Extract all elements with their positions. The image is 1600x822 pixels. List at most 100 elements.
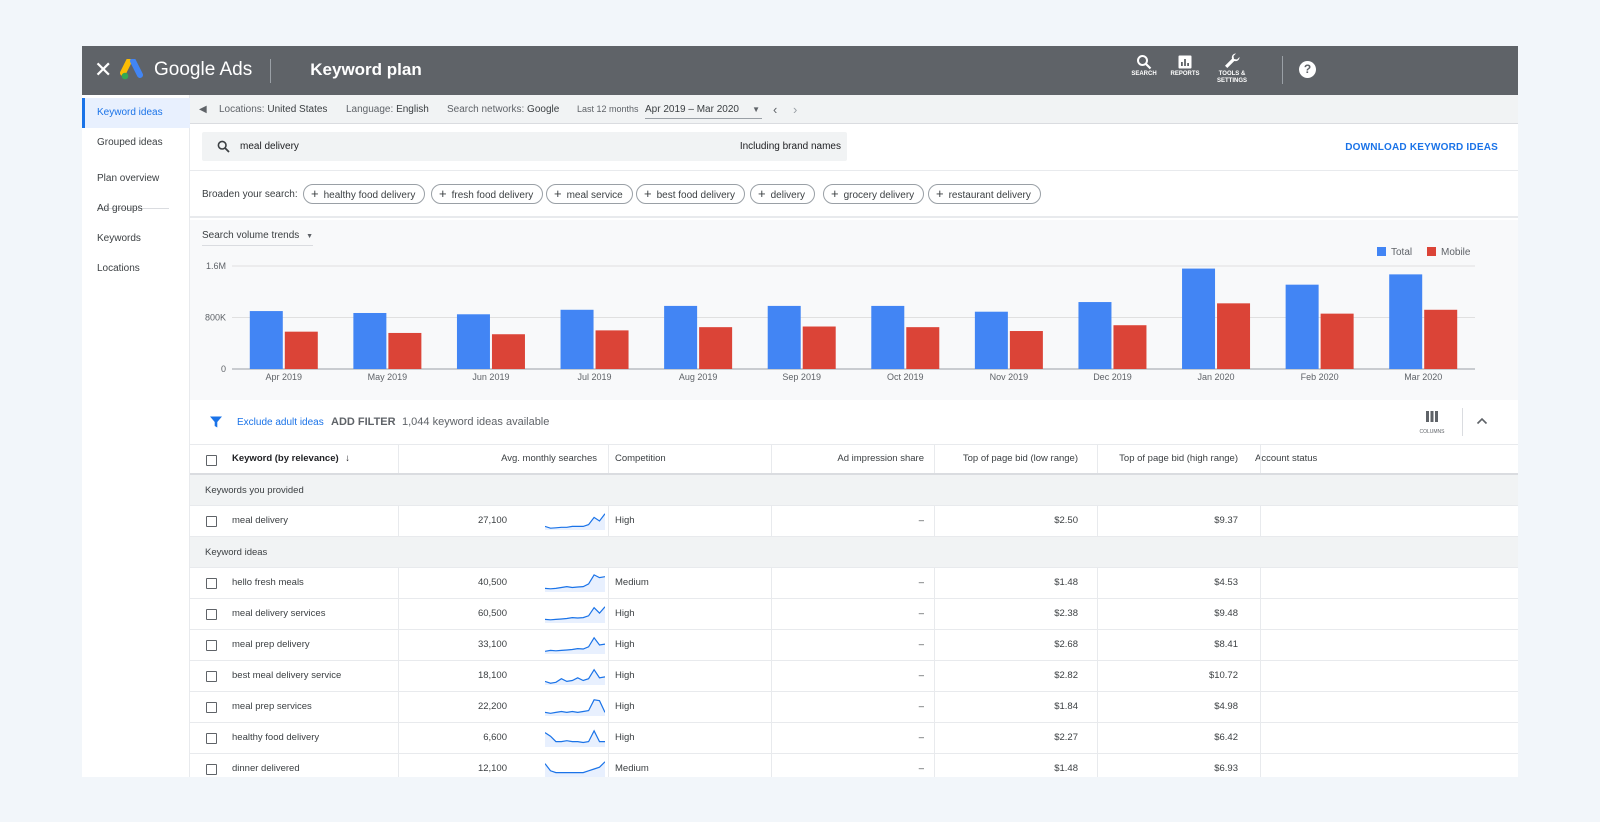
select-all-checkbox[interactable]	[206, 455, 217, 466]
row-checkbox[interactable]	[206, 516, 217, 527]
account-status-cell	[1255, 692, 1405, 722]
row-checkbox[interactable]	[206, 733, 217, 744]
sidebar-item-keywords[interactable]: Keywords	[97, 233, 141, 244]
table-toolbar: Exclude adult ideas ADD FILTER 1,044 key…	[190, 400, 1518, 445]
keyword-cell: meal prep delivery	[232, 639, 310, 650]
previous-period-icon[interactable]: ‹	[773, 102, 778, 117]
broaden-chip[interactable]: + grocery delivery	[823, 184, 925, 204]
bar-total	[249, 311, 283, 369]
column-divider	[1260, 445, 1261, 473]
tools-settings-button[interactable]: TOOLS & SETTINGS	[1208, 52, 1256, 85]
brand-names-option[interactable]: Including brand names	[739, 141, 841, 152]
impression-share-cell: –	[918, 732, 924, 743]
bar-total	[1285, 284, 1319, 369]
row-checkbox[interactable]	[206, 609, 217, 620]
collapse-sidebar-icon[interactable]: ◀	[199, 104, 207, 115]
chart-metric-select[interactable]: Search volume trends ▼	[202, 230, 313, 246]
bar-mobile	[595, 330, 629, 369]
row-checkbox[interactable]	[206, 640, 217, 651]
bid-low-cell: $2.68	[1054, 639, 1078, 650]
sidebar-item-keyword-ideas[interactable]: Keyword ideas	[82, 98, 190, 128]
broaden-search-row: Broaden your search: + healthy food deliv…	[190, 171, 1518, 218]
idea-rows: hello fresh meals 40,500 Medium – $1.48 $4.53…	[190, 568, 1518, 777]
download-keyword-ideas-button[interactable]: DOWNLOAD KEYWORD IDEAS	[1345, 142, 1498, 153]
account-status-column-header[interactable]: Account status	[1255, 453, 1318, 464]
plan-filter-bar: ◀ Locations: United States Language: Eng…	[190, 95, 1518, 124]
bid-high-cell: $9.48	[1214, 608, 1238, 619]
sparkline-area	[545, 606, 605, 623]
broaden-chip[interactable]: + delivery	[750, 184, 816, 204]
column-divider	[608, 506, 609, 536]
table-row[interactable]: meal prep delivery 33,100 High – $2.68 $8.41	[190, 630, 1518, 661]
legend-swatch	[1427, 247, 1436, 256]
column-divider	[608, 692, 609, 722]
add-filter-button[interactable]: ADD FILTER	[331, 416, 396, 428]
columns-button[interactable]: COLUMNS	[1416, 409, 1448, 435]
collapse-chevron-icon[interactable]	[1476, 416, 1488, 426]
networks-filter[interactable]: Search networks: Google	[447, 95, 559, 124]
reports-tool-button[interactable]: REPORTS	[1161, 54, 1209, 78]
table-row[interactable]: dinner delivered 12,100 Medium – $1.48 $6.93	[190, 754, 1518, 777]
impression-share-column-header[interactable]: Ad impression share	[837, 453, 924, 464]
broaden-chip[interactable]: + restaurant delivery	[928, 184, 1041, 204]
reports-tool-label: REPORTS	[1170, 71, 1200, 77]
bar-mobile	[1320, 313, 1354, 369]
row-checkbox[interactable]	[206, 578, 217, 589]
column-divider	[1260, 661, 1261, 691]
sidebar-item-grouped-ideas[interactable]: Grouped ideas	[97, 137, 163, 148]
bid-low-column-header[interactable]: Top of page bid (low range)	[962, 453, 1078, 464]
row-checkbox[interactable]	[206, 671, 217, 682]
table-row[interactable]: best meal delivery service 18,100 High – $2.…	[190, 661, 1518, 692]
table-row[interactable]: hello fresh meals 40,500 Medium – $1.48 $4.53	[190, 568, 1518, 599]
sparkline-area	[545, 761, 605, 777]
search-volume-chart: Search volume trends ▼ 0 800K 1.6M Apr 2019…	[190, 220, 1518, 400]
sidebar-item-ad-groups[interactable]: Ad groups	[97, 203, 143, 214]
account-status-cell	[1255, 723, 1405, 753]
competition-column-header[interactable]: Competition	[615, 453, 666, 464]
bid-low-cell: $1.48	[1054, 577, 1078, 588]
avg-searches-column-header[interactable]: Avg. monthly searches	[501, 453, 597, 464]
chart-metric-label: Search volume trends	[202, 230, 300, 241]
search-tool-button[interactable]: SEARCH	[1120, 54, 1168, 78]
avg-searches-cell: 27,100	[477, 515, 507, 526]
bar-total	[353, 312, 387, 369]
bid-high-cell: $6.93	[1214, 763, 1238, 774]
sidebar-item-locations[interactable]: Locations	[97, 263, 140, 274]
close-icon[interactable]: ✕	[94, 57, 113, 82]
plus-icon: +	[758, 186, 766, 201]
row-checkbox[interactable]	[206, 702, 217, 713]
table-row[interactable]: meal delivery 27,100 High – $2.50 $9.37	[190, 506, 1518, 537]
bid-low-cell: $2.38	[1054, 608, 1078, 619]
impression-share-cell: –	[918, 763, 924, 774]
provided-rows: meal delivery 27,100 High – $2.50 $9.37	[190, 506, 1518, 537]
table-row[interactable]: meal prep services 22,200 High – $1.84 $4.98	[190, 692, 1518, 723]
column-divider	[771, 661, 772, 691]
column-divider	[1097, 445, 1098, 473]
broaden-label: Broaden your search:	[202, 189, 298, 200]
sidebar-item-plan-overview[interactable]: Plan overview	[97, 173, 160, 184]
table-row[interactable]: healthy food delivery 6,600 High – $2.27 $6.4…	[190, 723, 1518, 754]
x-tick-label: Feb 2020	[1301, 372, 1339, 382]
keyword-column-header[interactable]: Keyword (by relevance) ↓	[232, 445, 398, 473]
row-checkbox[interactable]	[206, 764, 217, 775]
filter-icon[interactable]	[209, 415, 223, 429]
bid-high-column-header[interactable]: Top of page bid (high range)	[1119, 453, 1238, 464]
sparkline-svg	[545, 636, 605, 654]
help-icon[interactable]: ?	[1299, 61, 1316, 78]
language-filter[interactable]: Language: English	[346, 95, 429, 124]
column-divider	[398, 630, 399, 660]
sidebar: Keyword ideas Grouped ideas Plan overvie…	[82, 95, 190, 777]
broaden-chip[interactable]: + fresh food delivery	[431, 184, 544, 204]
exclude-adult-ideas-link[interactable]: Exclude adult ideas	[237, 417, 324, 428]
next-period-icon[interactable]: ›	[793, 102, 798, 117]
table-row[interactable]: meal delivery services 60,500 High – $2.38 $9…	[190, 599, 1518, 630]
broaden-chip[interactable]: + best food delivery	[636, 184, 745, 204]
broaden-chip[interactable]: + healthy food delivery	[303, 184, 426, 204]
column-divider	[608, 630, 609, 660]
date-range-select[interactable]: Apr 2019 – Mar 2020 ▼	[645, 101, 762, 119]
broaden-chip[interactable]: + meal service	[546, 184, 633, 204]
column-divider	[771, 445, 772, 473]
locations-filter[interactable]: Locations: United States	[219, 95, 327, 124]
keyword-search-input[interactable]: meal delivery Including brand names	[202, 132, 847, 161]
bar-mobile	[1217, 303, 1251, 369]
